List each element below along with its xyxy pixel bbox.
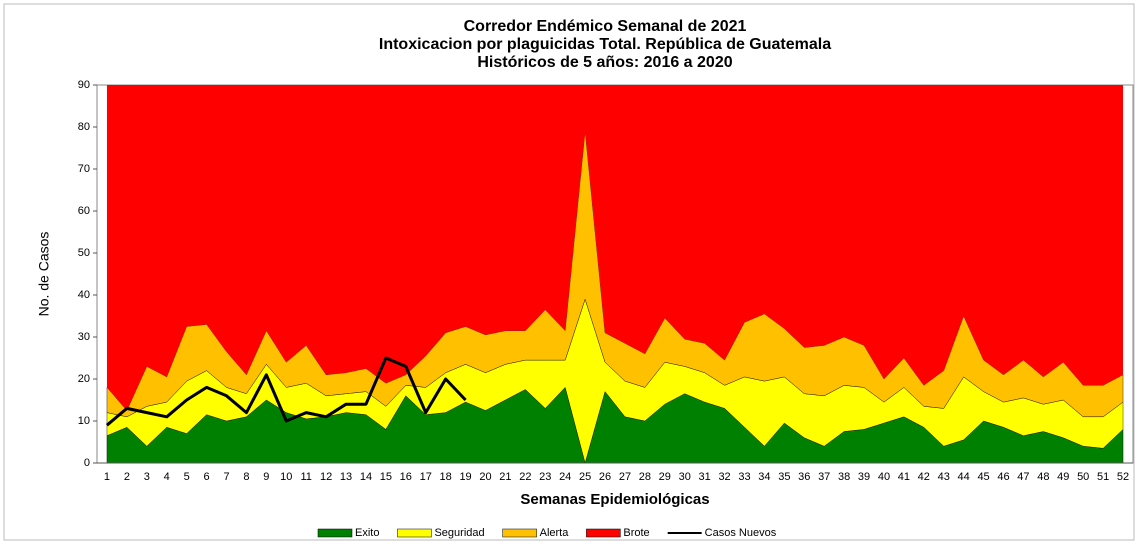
chart-title: Históricos de 5 años: 2016 a 2020	[477, 54, 732, 71]
x-tick-label: 17	[420, 471, 432, 483]
x-tick-label: 33	[738, 471, 750, 483]
x-tick-label: 25	[579, 471, 591, 483]
y-tick-label: 20	[78, 373, 90, 385]
legend-swatch	[502, 528, 537, 538]
x-tick-label: 41	[898, 471, 910, 483]
y-tick-label: 0	[84, 457, 90, 469]
x-tick-label: 19	[459, 471, 471, 483]
y-tick-label: 80	[78, 121, 90, 133]
x-tick-label: 31	[699, 471, 711, 483]
x-tick-label: 46	[997, 471, 1009, 483]
x-tick-label: 44	[958, 471, 970, 483]
y-axis-label: No. de Casos	[36, 232, 52, 317]
x-tick-label: 23	[539, 471, 551, 483]
area	[106, 131, 1124, 418]
line	[105, 356, 467, 427]
x-tick-label: 14	[360, 471, 372, 483]
x-tick-label: 11	[300, 471, 311, 483]
x-tick-label: 3	[144, 471, 150, 483]
x-tick-label: 51	[1097, 471, 1109, 483]
x-tick-label: 24	[559, 471, 571, 483]
x-tick-label: 26	[599, 471, 611, 483]
x-tick-label: 49	[1057, 471, 1069, 483]
x-tick-label: 34	[758, 471, 770, 483]
x-tick-label: 30	[679, 471, 691, 483]
legend-label: Seguridad	[434, 527, 484, 539]
x-tick-label: 12	[320, 471, 332, 483]
area	[106, 85, 1124, 411]
x-tick-label: 2	[124, 471, 130, 483]
chart-title: Intoxicacion por plaguicidas Total. Repú…	[379, 36, 831, 53]
x-tick-label: 48	[1037, 471, 1049, 483]
x-tick-label: 20	[479, 471, 491, 483]
x-tick-label: 52	[1117, 471, 1129, 483]
x-tick-label: 15	[380, 471, 392, 483]
y-tick-label: 40	[78, 289, 90, 301]
x-tick-label: 43	[938, 471, 950, 483]
x-tick-label: 18	[440, 471, 452, 483]
x-tick-label: 40	[878, 471, 890, 483]
y-tick-label: 60	[78, 205, 90, 217]
y-tick-label: 30	[78, 331, 90, 343]
legend-swatch	[317, 528, 353, 538]
y-tick-label: 50	[78, 247, 90, 259]
y-tick-label: 90	[78, 79, 90, 91]
legend-label: Exito	[355, 527, 379, 539]
x-tick-label: 8	[243, 471, 249, 483]
x-tick-label: 28	[639, 471, 651, 483]
legend-label: Alerta	[540, 527, 570, 539]
x-tick-label: 21	[499, 471, 511, 483]
x-tick-label: 7	[223, 471, 229, 483]
x-tick-label: 36	[798, 471, 810, 483]
x-tick-label: 13	[340, 471, 352, 483]
legend-label: Casos Nuevos	[705, 527, 777, 539]
chart-border	[3, 3, 1135, 541]
x-tick-label: 45	[977, 471, 989, 483]
x-tick-label: 35	[778, 471, 790, 483]
x-tick-label: 29	[659, 471, 671, 483]
x-tick-label: 42	[918, 471, 930, 483]
x-tick-label: 6	[204, 471, 210, 483]
x-tick-label: 38	[838, 471, 850, 483]
x-tick-label: 22	[519, 471, 531, 483]
x-tick-label: 1	[104, 471, 110, 483]
x-tick-label: 50	[1077, 471, 1089, 483]
x-tick-label: 9	[263, 471, 269, 483]
x-tick-label: 10	[280, 471, 292, 483]
y-tick-label: 10	[78, 415, 90, 427]
x-tick-label: 27	[619, 471, 631, 483]
x-tick-label: 47	[1017, 471, 1029, 483]
chart-title: Corredor Endémico Semanal de 2021	[464, 18, 747, 35]
x-tick-label: 4	[164, 471, 170, 483]
y-tick-label: 70	[78, 163, 90, 175]
x-tick-label: 16	[400, 471, 412, 483]
x-tick-label: 37	[818, 471, 830, 483]
legend-swatch	[586, 528, 621, 538]
legend-swatch	[397, 528, 432, 538]
legend-label: Brote	[623, 527, 649, 539]
x-tick-label: 5	[184, 471, 190, 483]
x-axis-label: Semanas Epidemiológicas	[520, 491, 709, 508]
x-tick-label: 32	[718, 471, 730, 483]
x-tick-label: 39	[858, 471, 870, 483]
